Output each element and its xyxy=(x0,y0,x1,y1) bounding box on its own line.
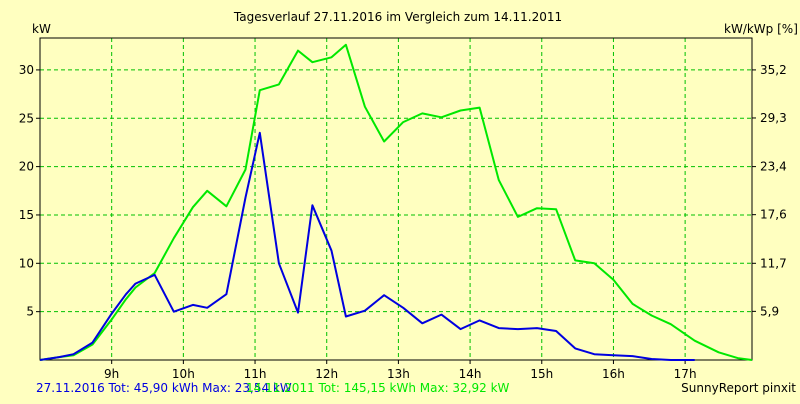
series-line-1 xyxy=(39,131,695,361)
x-tick-label-0: 9h xyxy=(104,367,119,381)
y-left-tick-label-1: 10 xyxy=(19,256,34,270)
x-tick-label-7: 16h xyxy=(602,367,625,381)
y-right-tick-label-1: 11,7 xyxy=(760,256,787,270)
y-axis-right-label: kW/kWp [%] xyxy=(724,22,798,36)
y-right-tick-label-2: 17,6 xyxy=(760,208,787,222)
y-left-tick-label-0: 5 xyxy=(26,305,34,319)
y-left-tick-label-2: 15 xyxy=(19,208,34,222)
plot-border xyxy=(39,37,753,361)
x-tick-label-6: 15h xyxy=(530,367,553,381)
legend-series-2: 14.11.2011 Tot: 145,15 kWh Max: 32,92 kW xyxy=(246,381,510,395)
x-tick-label-3: 12h xyxy=(315,367,338,381)
y-right-tick-label-0: 5,9 xyxy=(760,304,779,318)
x-tick-label-4: 13h xyxy=(387,367,410,381)
x-tick-label-2: 11h xyxy=(244,367,267,381)
axes xyxy=(36,37,756,364)
tick-labels: 9h 10h 11h 12h 13h 14h 15h 16h 17h 5 10 15 20 25 30 5,9… xyxy=(19,63,787,381)
y-right-tick-label-3: 23,4 xyxy=(760,160,787,174)
chart-title: Tagesverlauf 27.11.2016 im Vergleich zum… xyxy=(233,10,562,24)
y-left-tick-label-4: 25 xyxy=(19,111,34,125)
y-right-tick-label-5: 35,2 xyxy=(760,63,787,77)
x-tick-label-1: 10h xyxy=(172,367,195,381)
x-tick-label-8: 17h xyxy=(674,367,697,381)
legend-series-1: 27.11.2016 Tot: 45,90 kWh Max: 23,54 kW xyxy=(36,381,292,395)
y-right-tick-label-4: 29,3 xyxy=(760,111,787,125)
y-left-tick-label-5: 30 xyxy=(19,63,34,77)
series-line-2 xyxy=(39,43,753,361)
grid-lines xyxy=(40,38,752,360)
x-tick-label-5: 14h xyxy=(459,367,482,381)
series-lines xyxy=(39,43,753,361)
credit-label: SunnyReport pinxit xyxy=(681,381,796,395)
y-axis-left-label: kW xyxy=(32,22,51,36)
y-left-tick-label-3: 20 xyxy=(19,160,34,174)
